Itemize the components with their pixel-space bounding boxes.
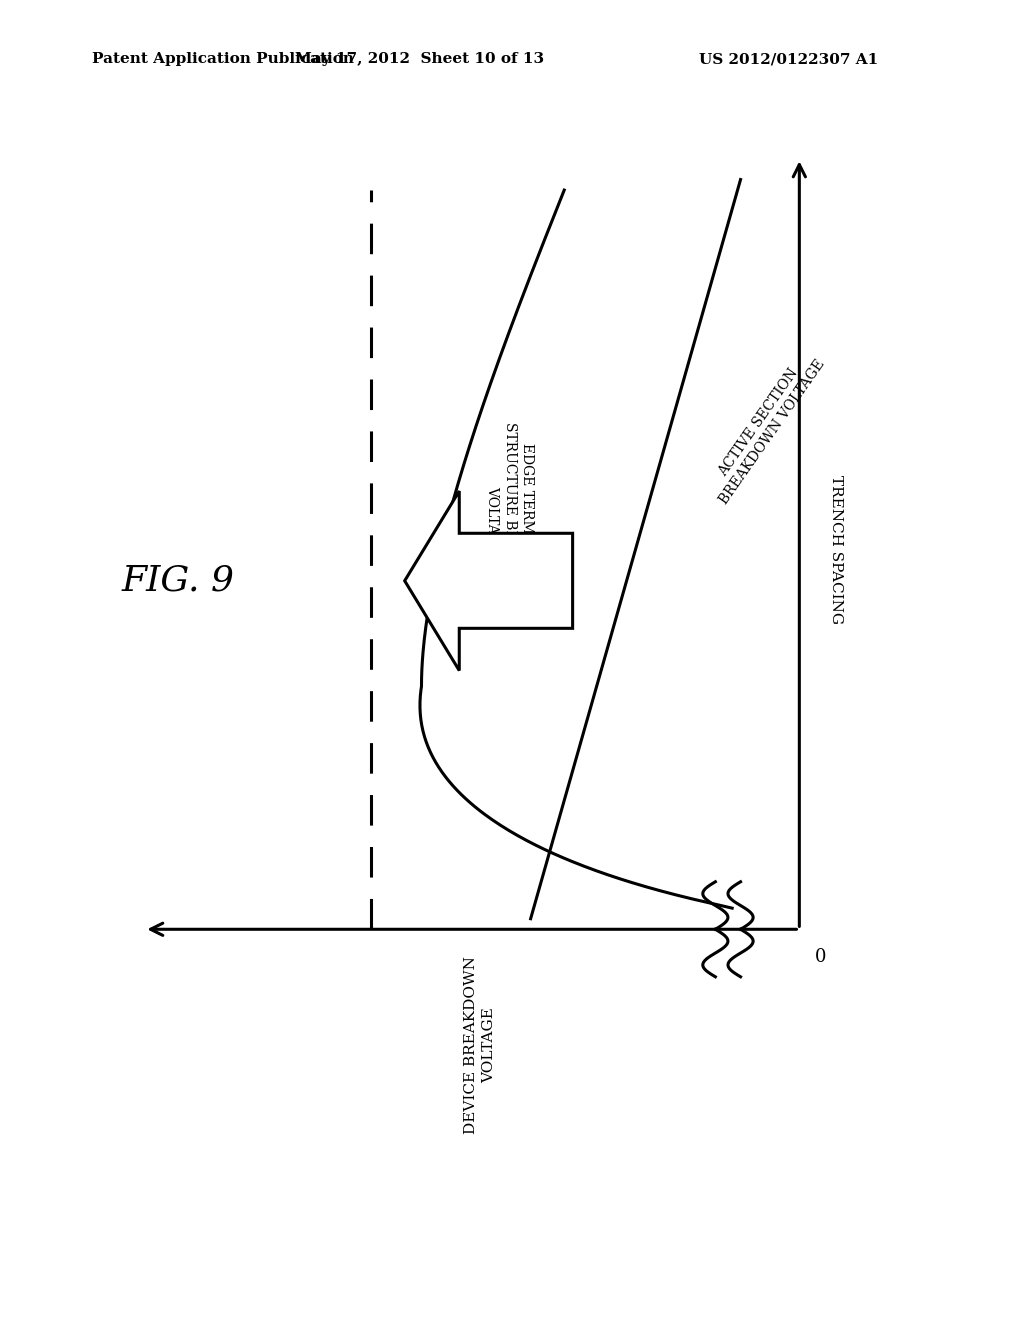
Polygon shape xyxy=(404,491,572,671)
Text: FIG. 9: FIG. 9 xyxy=(122,564,234,598)
Text: Patent Application Publication: Patent Application Publication xyxy=(92,53,354,66)
Text: TRENCH SPACING: TRENCH SPACING xyxy=(828,475,843,623)
Text: 0: 0 xyxy=(814,948,826,966)
Text: DEVICE BREAKDOWN
VOLTAGE: DEVICE BREAKDOWN VOLTAGE xyxy=(464,956,497,1134)
Text: ACTIVE SECTION
BREAKDOWN VOLTAGE: ACTIVE SECTION BREAKDOWN VOLTAGE xyxy=(702,347,827,507)
Text: May 17, 2012  Sheet 10 of 13: May 17, 2012 Sheet 10 of 13 xyxy=(295,53,545,66)
Text: US 2012/0122307 A1: US 2012/0122307 A1 xyxy=(698,53,879,66)
Text: EDGE TERMINATION
STRUCTURE BREAKDOWN
VOLTAGE: EDGE TERMINATION STRUCTURE BREAKDOWN VOL… xyxy=(485,422,534,619)
